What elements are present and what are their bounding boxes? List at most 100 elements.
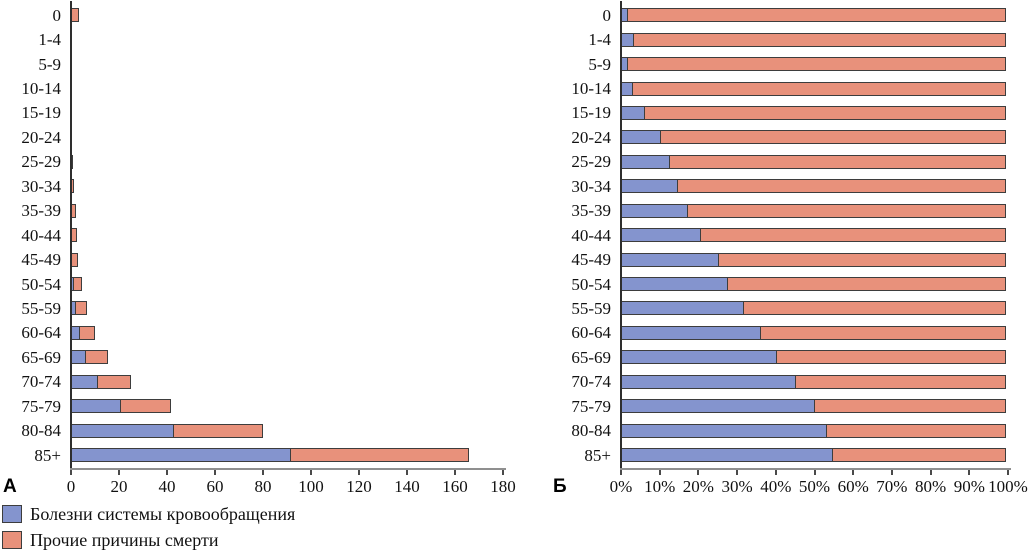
bar-segment-other: [74, 301, 87, 316]
bar-segment-other: [727, 277, 1006, 292]
y-axis-label: 70-74: [571, 372, 611, 392]
chart-row: 75-79: [550, 394, 1033, 418]
bar-segment-other: [97, 374, 132, 389]
legend-item-other: Прочие причины смерти: [2, 531, 295, 549]
bar-segment-other: [644, 105, 1006, 120]
y-axis-label: 35-39: [21, 201, 61, 221]
y-axis-label: 1-4: [38, 30, 61, 50]
x-tick-label: 180: [490, 476, 516, 496]
y-axis-label: 70-74: [21, 372, 61, 392]
bar-group: [620, 301, 1006, 316]
x-tick-mark: [968, 469, 971, 475]
chart-row: 70-74: [0, 370, 540, 394]
bar-segment-circulatory: [70, 399, 122, 414]
bar-segment-circulatory: [620, 252, 719, 267]
y-axis-label: 10-14: [571, 79, 611, 99]
bar-group: [620, 32, 1006, 47]
chart-row: 80-84: [550, 418, 1033, 442]
y-axis-label: 50-54: [21, 274, 61, 294]
y-axis-label: 45-49: [21, 250, 61, 270]
legend-swatch-circulatory: [2, 505, 22, 523]
bar-segment-other: [78, 325, 96, 340]
y-axis-label: 65-69: [21, 347, 61, 367]
x-tick-label: 50%: [798, 476, 831, 496]
chart-row: 40-44: [0, 223, 540, 247]
chart-row: 85+: [550, 443, 1033, 467]
bar-segment-other: [775, 350, 1006, 365]
bar-rows-a: 0 1-4 5-9 10-14 15-19 20-24 25-29 30-34 35-39 40-…: [0, 3, 540, 467]
x-tick-label: 100: [298, 476, 324, 496]
x-tick-mark: [736, 469, 739, 475]
chart-row: 5-9: [0, 52, 540, 76]
chart-row: 50-54: [0, 272, 540, 296]
bar-segment-other: [700, 228, 1006, 243]
y-axis-label: 55-59: [571, 298, 611, 318]
y-axis-line: [70, 1, 72, 470]
bar-group: [70, 301, 87, 316]
y-axis-label: 30-34: [571, 176, 611, 196]
x-tick-mark: [262, 469, 264, 475]
x-tick-mark: [310, 469, 312, 475]
bar-group: [620, 252, 1006, 267]
bar-segment-circulatory: [70, 374, 99, 389]
bar-group: [620, 325, 1006, 340]
chart-row: 30-34: [550, 174, 1033, 198]
x-tick-label: 40%: [760, 476, 792, 496]
bar-segment-circulatory: [620, 228, 702, 243]
x-tick-label: 80: [254, 476, 272, 496]
x-tick-mark: [658, 469, 661, 475]
y-axis-label: 60-64: [571, 323, 611, 343]
y-axis-label: 0: [602, 5, 612, 25]
y-axis-label: 80-84: [21, 421, 61, 441]
bar-group: [620, 179, 1006, 194]
x-tick-mark: [358, 469, 360, 475]
x-tick-label: 90%: [953, 476, 985, 496]
y-axis-label: 25-29: [571, 152, 611, 172]
bar-rows-b: 0 1-4 5-9 10-14 15-19 20-24 25-29 30-34 35-39 40-…: [550, 3, 1033, 467]
bar-group: [70, 374, 132, 389]
y-axis-label: 25-29: [21, 152, 61, 172]
bar-group: [620, 8, 1006, 23]
y-axis-label: 80-84: [571, 421, 611, 441]
bar-group: [70, 399, 171, 414]
bar-group: [620, 154, 1006, 169]
bar-segment-other: [626, 57, 1006, 72]
chart-row: 5-9: [550, 52, 1033, 76]
x-tick-label: 140: [394, 476, 420, 496]
bar-segment-circulatory: [70, 350, 86, 365]
x-tick-mark: [929, 469, 932, 475]
chart-row: 25-29: [550, 150, 1033, 174]
bar-group: [620, 277, 1006, 292]
x-tick-mark: [454, 469, 456, 475]
bar-segment-other: [659, 130, 1006, 145]
bar-group: [70, 325, 96, 340]
bar-segment-other: [814, 399, 1006, 414]
bar-segment-other: [631, 81, 1006, 96]
bar-group: [620, 399, 1006, 414]
legend: Болезни системы кровообращения Прочие пр…: [2, 505, 295, 549]
legend-label-other: Прочие причины смерти: [30, 530, 219, 550]
chart-row: 15-19: [0, 101, 540, 125]
chart-row: 70-74: [550, 370, 1033, 394]
chart-panel-b: 0 1-4 5-9 10-14 15-19 20-24 25-29 30-34 35-39 40-…: [550, 0, 1033, 500]
x-tick-label: 0%: [609, 476, 633, 496]
bar-segment-circulatory: [620, 105, 646, 120]
x-tick-label: 60%: [837, 476, 869, 496]
y-axis-label: 5-9: [588, 54, 611, 74]
y-axis-line: [620, 1, 622, 470]
chart-row: 60-64: [0, 321, 540, 345]
y-axis-label: 45-49: [571, 250, 611, 270]
bar-segment-other: [742, 301, 1006, 316]
x-tick-label: 20%: [682, 476, 714, 496]
bar-segment-circulatory: [620, 179, 679, 194]
bar-group: [620, 203, 1006, 218]
x-tick-mark: [852, 469, 855, 475]
y-axis-label: 85+: [34, 445, 61, 465]
bar-segment-circulatory: [620, 301, 744, 316]
bar-segment-circulatory: [620, 448, 833, 463]
y-axis-label: 50-54: [571, 274, 611, 294]
chart-row: 1-4: [550, 27, 1033, 51]
y-axis-label: 30-34: [21, 176, 61, 196]
y-axis-label: 20-24: [571, 127, 611, 147]
chart-row: 55-59: [0, 296, 540, 320]
